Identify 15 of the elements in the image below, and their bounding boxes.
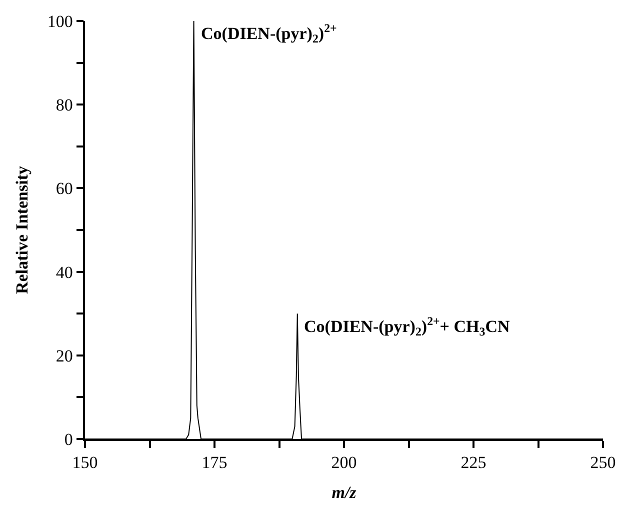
y-axis-title: Relative Intensity <box>12 166 32 294</box>
y-tick-label: 80 <box>56 96 73 115</box>
y-tick-label: 100 <box>47 12 73 31</box>
y-tick-label: 0 <box>64 430 73 449</box>
x-tick-label: 175 <box>202 453 228 472</box>
x-tick-label: 225 <box>460 453 486 472</box>
y-tick-label: 40 <box>56 262 73 282</box>
x-tick-label: 150 <box>72 453 98 472</box>
x-axis-title: m/z <box>332 483 357 502</box>
x-tick-label: 200 <box>331 453 357 472</box>
y-tick-label: 60 <box>56 179 73 198</box>
x-tick-label: 250 <box>590 453 616 472</box>
y-tick-label: 20 <box>56 346 73 366</box>
annotation: Co(DIEN-(pyr)$_{2}$)$^{2+}$+ CH$_{3}$CN <box>304 314 510 339</box>
annotation: Co(DIEN-(pyr)$_{2}$)$^{2+}$ <box>201 21 338 46</box>
